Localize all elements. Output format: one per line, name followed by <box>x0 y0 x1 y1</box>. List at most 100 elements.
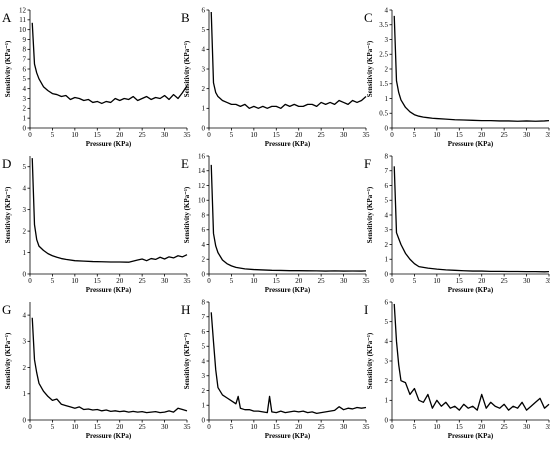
x-tick-label: 25 <box>318 423 326 431</box>
axis-lines <box>29 10 187 129</box>
y-tick-label: 5 <box>202 26 206 34</box>
y-tick-label: 4 <box>202 46 206 54</box>
x-tick-label: 25 <box>501 131 509 139</box>
y-tick-label: 4 <box>23 312 27 320</box>
y-axis-label: Sensitivity (KPa⁻¹) <box>366 332 374 389</box>
x-tick-label: 30 <box>340 131 348 139</box>
y-tick-label: 8 <box>23 46 27 54</box>
panel-letter: F <box>364 156 371 171</box>
y-tick-label: 2 <box>385 65 389 73</box>
y-axis-label: Sensitivity (KPa⁻¹) <box>183 332 191 389</box>
y-axis-label: Sensitivity (KPa⁻¹) <box>366 40 374 97</box>
x-tick-label: 20 <box>295 423 303 431</box>
x-tick-label: 35 <box>363 423 371 431</box>
x-tick-label: 35 <box>363 131 371 139</box>
chart-panel-E: E 0 5 10 15 20 25 30 35 0 2 4 6 8 10 12 14 16 Pressure (KP… <box>181 152 370 294</box>
x-tick-label: 5 <box>413 423 417 431</box>
y-tick-label: 5 <box>202 343 206 351</box>
panel-letter: B <box>181 10 190 25</box>
y-tick-label: 1 <box>23 249 27 257</box>
series-line <box>393 166 550 273</box>
y-tick-label: 2 <box>385 377 389 385</box>
x-tick-label: 10 <box>71 277 79 285</box>
y-tick-label: 2 <box>202 387 206 395</box>
x-axis-label: Pressure (KPa) <box>86 432 132 440</box>
y-tick-label: 0 <box>23 416 27 424</box>
x-axis-label: Pressure (KPa) <box>86 140 132 148</box>
y-axis-label: Sensitivity (KPa⁻¹) <box>183 186 191 243</box>
y-tick-label: 8 <box>202 298 206 306</box>
y-tick-label: 3 <box>23 95 27 103</box>
x-tick-label: 10 <box>433 277 441 285</box>
x-tick-label: 35 <box>546 131 550 139</box>
x-tick-label: 30 <box>161 277 169 285</box>
y-tick-label: 1.5 <box>379 80 388 88</box>
y-tick-label: 5 <box>23 163 27 171</box>
y-tick-label: 4 <box>23 185 27 193</box>
x-tick-label: 5 <box>51 423 55 431</box>
chart-panel-D: D 0 5 10 15 20 25 30 35 0 1 2 3 4 5 Pressure (KPa) Sensi… <box>2 156 191 294</box>
panel-letter: D <box>2 156 11 171</box>
y-axis-label: Sensitivity (KPa⁻¹) <box>183 40 191 97</box>
axis-lines <box>29 302 187 421</box>
panel-letter: G <box>2 302 11 317</box>
x-tick-label: 15 <box>456 277 464 285</box>
x-tick-label: 0 <box>28 277 32 285</box>
x-tick-label: 25 <box>139 423 147 431</box>
x-tick-label: 20 <box>295 131 303 139</box>
x-axis-label: Pressure (KPa) <box>265 286 311 294</box>
x-tick-label: 25 <box>318 131 326 139</box>
x-tick-label: 5 <box>230 131 234 139</box>
x-tick-label: 15 <box>456 131 464 139</box>
x-tick-label: 15 <box>273 131 281 139</box>
y-tick-label: 0 <box>23 270 27 278</box>
axis-lines <box>208 156 366 275</box>
x-tick-label: 20 <box>116 277 124 285</box>
y-tick-label: 4 <box>385 338 389 346</box>
x-tick-label: 35 <box>546 277 550 285</box>
x-tick-label: 15 <box>456 423 464 431</box>
axis-lines <box>391 156 549 275</box>
series-line <box>210 11 367 109</box>
y-tick-label: 7 <box>202 313 206 321</box>
x-tick-label: 20 <box>295 277 303 285</box>
y-tick-label: 4 <box>385 211 389 219</box>
chart-panel-C: C 0 5 10 15 20 25 30 35 0 0.5 1 1.5 2 2.5 3 3.5 4 Pressure… <box>364 6 550 148</box>
y-tick-label: 6 <box>385 182 389 190</box>
x-tick-label: 15 <box>273 423 281 431</box>
y-tick-label: 5 <box>23 75 27 83</box>
y-tick-label: 6 <box>202 6 206 14</box>
series-line <box>31 317 188 414</box>
x-tick-label: 0 <box>207 423 211 431</box>
y-tick-label: 4 <box>23 85 27 93</box>
x-axis-label: Pressure (KPa) <box>448 140 494 148</box>
chart-panel-H: H 0 5 10 15 20 25 30 35 0 1 2 3 4 5 6 7 8 Pressure (KPa) Se… <box>181 298 370 440</box>
x-tick-label: 20 <box>478 277 486 285</box>
x-tick-label: 5 <box>413 277 417 285</box>
y-tick-label: 2 <box>202 85 206 93</box>
y-tick-label: 12 <box>19 6 27 14</box>
x-tick-label: 0 <box>207 277 211 285</box>
x-tick-label: 0 <box>390 423 394 431</box>
y-tick-label: 11 <box>19 16 26 24</box>
x-axis-label: Pressure (KPa) <box>448 286 494 294</box>
y-tick-label: 3 <box>385 357 389 365</box>
x-tick-label: 10 <box>250 131 258 139</box>
x-tick-label: 15 <box>94 277 102 285</box>
y-tick-label: 3 <box>202 65 206 73</box>
chart-panel-F: F 0 5 10 15 20 25 30 35 0 1 2 3 4 5 6 7 8 Pressure (KPa) Se… <box>364 152 550 294</box>
x-axis-label: Pressure (KPa) <box>86 286 132 294</box>
chart-panel-I: I 0 5 10 15 20 25 30 35 0 1 2 3 4 5 6 Pressure (KPa) Sens… <box>364 298 550 440</box>
y-tick-label: 1 <box>385 256 389 264</box>
x-tick-label: 25 <box>318 277 326 285</box>
y-tick-label: 0.5 <box>379 110 388 118</box>
x-tick-label: 20 <box>116 423 124 431</box>
x-tick-label: 0 <box>390 277 394 285</box>
series-line <box>31 158 188 263</box>
x-tick-label: 35 <box>546 423 550 431</box>
y-tick-label: 10 <box>19 26 27 34</box>
x-tick-label: 25 <box>139 131 147 139</box>
y-tick-label: 6 <box>23 65 27 73</box>
y-tick-label: 8 <box>202 211 206 219</box>
